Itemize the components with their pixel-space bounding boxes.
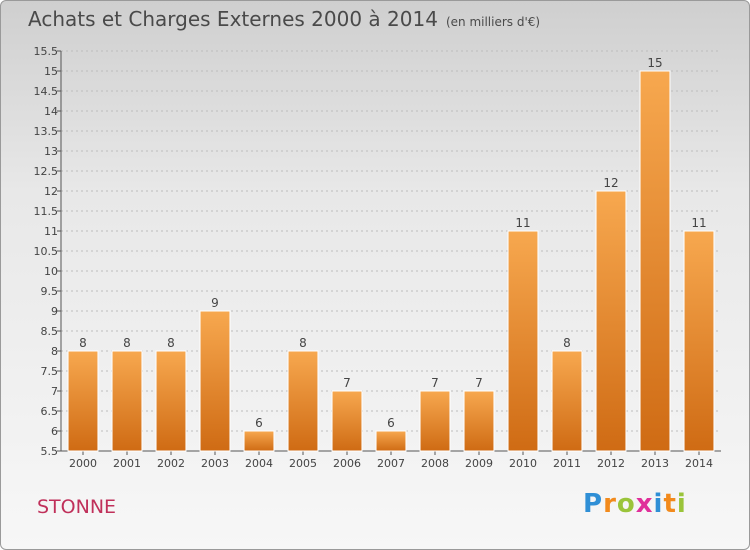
x-tick-label: 2013	[641, 457, 669, 470]
chart-title-main: Achats et Charges Externes 2000 à 2014	[28, 7, 438, 31]
y-tick-label: 6.5	[41, 405, 59, 418]
y-tick-label: 10.5	[34, 245, 59, 258]
logo-letter: o	[616, 489, 636, 519]
data-label: 7	[475, 376, 483, 390]
bar-2014	[683, 230, 715, 452]
x-tick-label: 2012	[597, 457, 625, 470]
data-label: 8	[167, 336, 175, 350]
x-tick-label: 2010	[509, 457, 537, 470]
y-tick-label: 8.5	[41, 325, 59, 338]
logo-letter: t	[663, 489, 677, 519]
y-tick-label: 14	[44, 105, 58, 118]
bar-2007	[375, 430, 407, 452]
y-tick-label: 8	[51, 345, 58, 358]
x-tick-label: 2008	[421, 457, 449, 470]
chart-subtitle: (en milliers d'€)	[445, 15, 541, 29]
x-tick-label: 2006	[333, 457, 361, 470]
data-label: 12	[603, 176, 618, 190]
y-tick-label: 15.5	[34, 45, 59, 58]
bar-2011	[551, 350, 583, 452]
data-label: 8	[123, 336, 131, 350]
bar-2009	[463, 390, 495, 452]
proxiti-logo[interactable]: Proxiti	[583, 489, 687, 519]
data-label: 8	[79, 336, 87, 350]
y-tick-label: 11.5	[34, 205, 59, 218]
data-label: 9	[211, 296, 219, 310]
y-tick-label: 5.5	[41, 445, 59, 458]
y-tick-label: 13.5	[34, 125, 59, 138]
x-tick-label: 2000	[69, 457, 97, 470]
x-tick-label: 2001	[113, 457, 141, 470]
y-tick-label: 15	[44, 65, 58, 78]
bar-2006	[331, 390, 363, 452]
data-label: 6	[387, 416, 395, 430]
bar-2013	[639, 70, 671, 452]
data-label: 7	[431, 376, 439, 390]
logo-letter: P	[583, 489, 604, 519]
x-tick-label: 2009	[465, 457, 493, 470]
x-tick-label: 2003	[201, 457, 229, 470]
bar-2005	[287, 350, 319, 452]
x-tick-label: 2002	[157, 457, 185, 470]
bar-2000	[67, 350, 99, 452]
data-label: 7	[343, 376, 351, 390]
logo-letter: r	[603, 489, 617, 519]
commune-name: STONNE	[37, 496, 117, 518]
bar-2010	[507, 230, 539, 452]
bar-2008	[419, 390, 451, 452]
x-tick-label: 2005	[289, 457, 317, 470]
data-label: 11	[515, 216, 530, 230]
y-tick-label: 7.5	[41, 365, 59, 378]
data-label: 11	[691, 216, 706, 230]
y-tick-label: 12	[44, 185, 58, 198]
logo-letter: i	[676, 489, 687, 519]
x-tick-label: 2004	[245, 457, 273, 470]
x-tick-label: 2011	[553, 457, 581, 470]
chart-title: Achats et Charges Externes 2000 à 2014 (e…	[28, 7, 540, 31]
y-tick-label: 10	[44, 265, 58, 278]
data-label: 8	[563, 336, 571, 350]
logo-letter: i	[653, 489, 664, 519]
logo-letter: x	[635, 489, 654, 519]
bar-2001	[111, 350, 143, 452]
x-tick-label: 2007	[377, 457, 405, 470]
bar-2012	[595, 190, 627, 452]
bar-2002	[155, 350, 187, 452]
x-tick-label: 2014	[685, 457, 713, 470]
y-tick-label: 13	[44, 145, 58, 158]
bar-2004	[243, 430, 275, 452]
y-tick-label: 14.5	[34, 85, 59, 98]
data-label: 15	[647, 56, 662, 70]
y-tick-label: 9.5	[41, 285, 59, 298]
y-tick-label: 9	[51, 305, 58, 318]
data-label: 8	[299, 336, 307, 350]
bar-2003	[199, 310, 231, 452]
y-tick-label: 11	[44, 225, 58, 238]
data-label: 6	[255, 416, 263, 430]
y-tick-label: 7	[51, 385, 58, 398]
y-tick-label: 6	[51, 425, 58, 438]
y-tick-label: 12.5	[34, 165, 59, 178]
